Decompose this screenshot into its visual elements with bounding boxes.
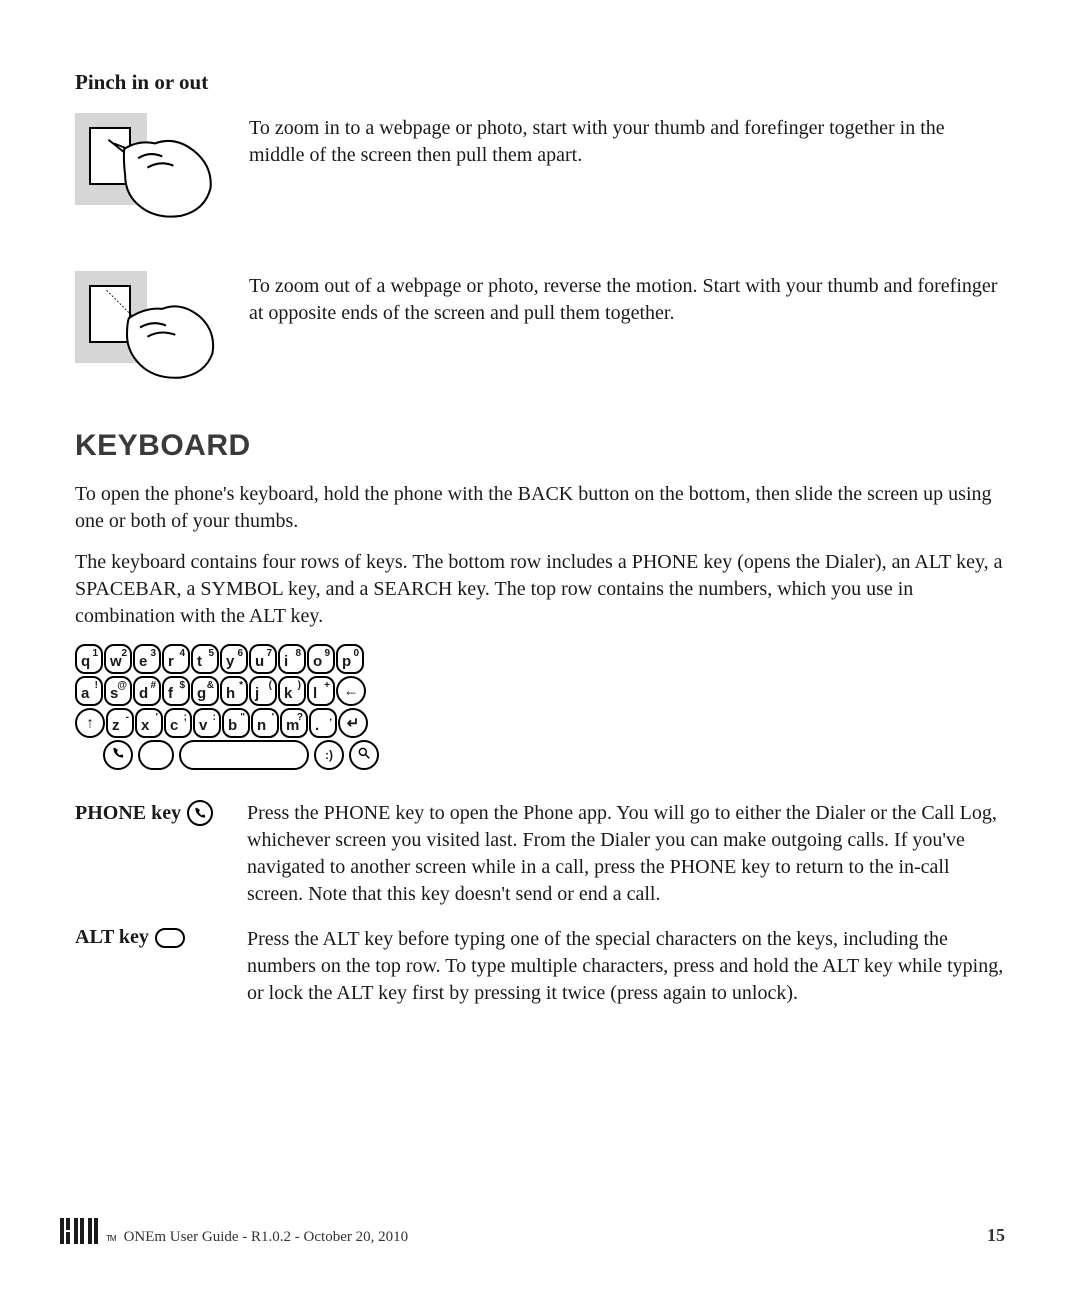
keyboard-key: t5 (191, 644, 219, 674)
phone-key-icon (103, 740, 133, 770)
keyboard-key: y6 (220, 644, 248, 674)
keyboard-key: i8 (278, 644, 306, 674)
spacebar-key-icon (179, 740, 309, 770)
keyboard-heading: KEYBOARD (75, 429, 1005, 463)
keyboard-key: x' (135, 708, 163, 738)
keyboard-key: u7 (249, 644, 277, 674)
keyboard-key: ., (309, 708, 337, 738)
keyboard-key: q1 (75, 644, 103, 674)
alt-key-text: Press the ALT key before typing one of t… (247, 926, 1005, 1007)
pinch-out-illustration (75, 271, 225, 401)
keyboard-illustration: q1w2e3r4t5y6u7i8o9p0 a!s@d#f$g&h*j(k)l+← ↑… (75, 644, 1005, 770)
footer-text: ONEm User Guide - R1.0.2 - October 20, 2… (124, 1229, 409, 1246)
keyboard-key: ↑ (75, 708, 105, 738)
alt-key-inline-icon (155, 928, 185, 948)
alt-key-definition: ALT key Press the ALT key before typing … (75, 926, 1005, 1007)
keyboard-para-2: The keyboard contains four rows of keys.… (75, 549, 1005, 630)
brand-logo: TM (60, 1216, 116, 1246)
keyboard-key: k) (278, 676, 306, 706)
pinch-out-row: To zoom out of a webpage or photo, rever… (75, 271, 1005, 401)
pinch-in-row: To zoom in to a webpage or photo, start … (75, 113, 1005, 243)
keyboard-key: h* (220, 676, 248, 706)
alt-key-label: ALT key (75, 926, 233, 949)
hand-pinch-out-icon (101, 123, 231, 234)
phone-key-inline-icon (187, 800, 213, 826)
keyboard-key: f$ (162, 676, 190, 706)
pinch-in-illustration (75, 113, 225, 243)
keyboard-key: a! (75, 676, 103, 706)
pinch-in-text: To zoom in to a webpage or photo, start … (249, 113, 1005, 243)
keyboard-key: z- (106, 708, 134, 738)
keyboard-key: w2 (104, 644, 132, 674)
keyboard-key: m? (280, 708, 308, 738)
keyboard-key: n' (251, 708, 279, 738)
keyboard-key: v: (193, 708, 221, 738)
keyboard-key: ← (336, 676, 366, 706)
keyboard-key: ↵ (338, 708, 368, 738)
keyboard-key: s@ (104, 676, 132, 706)
alt-key-icon (138, 740, 174, 770)
keyboard-key: d# (133, 676, 161, 706)
page-number: 15 (987, 1225, 1005, 1246)
keyboard-key: e3 (133, 644, 161, 674)
keyboard-key: b" (222, 708, 250, 738)
keyboard-key: c; (164, 708, 192, 738)
hand-pinch-in-icon (101, 281, 231, 392)
keyboard-key: j( (249, 676, 277, 706)
phone-key-definition: PHONE key Press the PHONE key to open th… (75, 800, 1005, 908)
keyboard-key: p0 (336, 644, 364, 674)
keyboard-key: g& (191, 676, 219, 706)
keyboard-para-1: To open the phone's keyboard, hold the p… (75, 481, 1005, 535)
search-key-icon (349, 740, 379, 770)
phone-key-text: Press the PHONE key to open the Phone ap… (247, 800, 1005, 908)
pinch-out-text: To zoom out of a webpage or photo, rever… (249, 271, 1005, 401)
page-footer: TM ONEm User Guide - R1.0.2 - October 20… (60, 1216, 1005, 1246)
keyboard-key: r4 (162, 644, 190, 674)
symbol-key-icon: :) (314, 740, 344, 770)
pinch-title: Pinch in or out (75, 70, 1005, 95)
phone-key-label: PHONE key (75, 800, 233, 826)
keyboard-key: o9 (307, 644, 335, 674)
keyboard-key: l+ (307, 676, 335, 706)
